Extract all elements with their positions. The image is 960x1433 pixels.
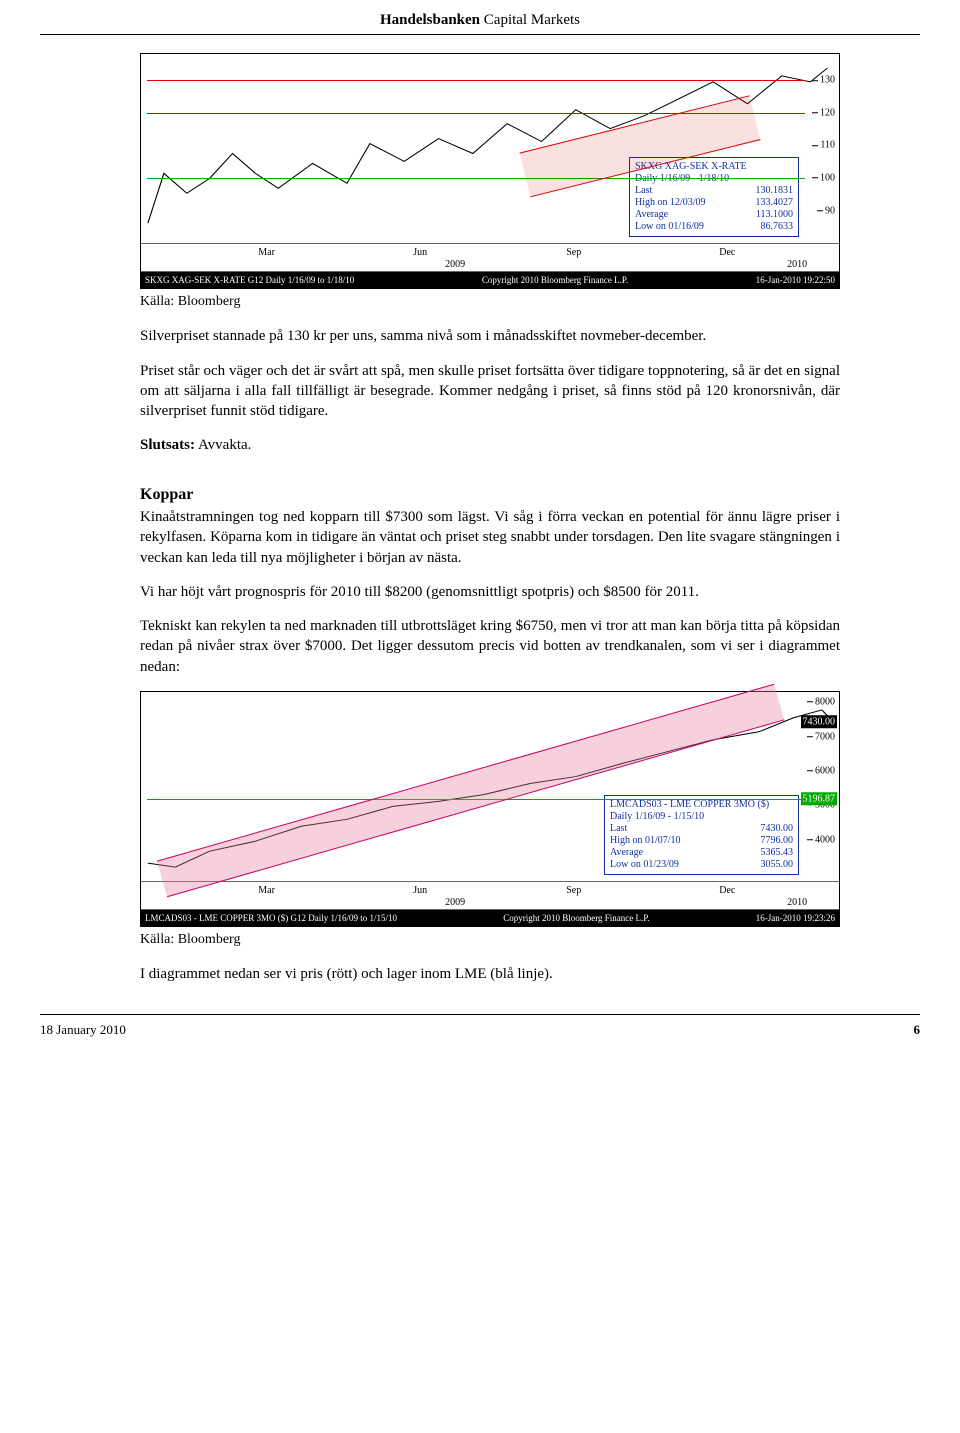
- y-tick: 6000: [807, 764, 835, 778]
- legend-row: Last130.1831: [635, 185, 793, 197]
- x-label: Sep: [566, 246, 581, 260]
- legend-row: Average5365.43: [610, 847, 793, 859]
- y-tick: 110: [812, 139, 835, 153]
- support-marker: 5196.87: [801, 792, 838, 806]
- y-tick: 120: [812, 106, 835, 120]
- copper-chart: LMCADS03 - LME COPPER 3MO ($) Daily 1/16…: [140, 691, 840, 927]
- footer-mid: Copyright 2010 Bloomberg Finance L.P.: [503, 912, 649, 924]
- legend-row: High on 01/07/107796.00: [610, 835, 793, 847]
- legend-row: Average113.1000: [635, 209, 793, 221]
- x-label: Jun: [413, 884, 427, 898]
- footer-page: 6: [914, 1021, 921, 1039]
- footer-right: 16-Jan-2010 19:23:26: [756, 912, 835, 924]
- slutsats: Slutsats: Avvakta.: [140, 435, 840, 455]
- x-year: 2009: [445, 896, 465, 910]
- slutsats-value: Avvakta.: [195, 437, 251, 453]
- brand-bold: Handelsbanken: [380, 12, 480, 28]
- y-tick: 100: [812, 171, 835, 185]
- x-label: Mar: [258, 884, 275, 898]
- page-footer: 18 January 2010 6: [40, 1015, 920, 1059]
- para-koppar-1: Kinaåtstramningen tog ned kopparn till $…: [140, 507, 840, 568]
- legend-title2: Daily 1/16/09 - 1/18/10: [635, 173, 793, 185]
- y-tick: 8000: [807, 695, 835, 709]
- para-koppar-3: Tekniskt kan rekylen ta ned marknaden ti…: [140, 616, 840, 677]
- legend-row: Last7430.00: [610, 823, 793, 835]
- x-label: Mar: [258, 246, 275, 260]
- x-year: 2010: [787, 896, 807, 910]
- y-tick: 7000: [807, 730, 835, 744]
- support-line: [147, 178, 805, 179]
- x-label: Dec: [719, 884, 735, 898]
- copper-legend: LMCADS03 - LME COPPER 3MO ($) Daily 1/16…: [604, 795, 799, 875]
- legend-row: High on 12/03/09133.4027: [635, 197, 793, 209]
- copper-x-axis: Mar Jun Sep Dec 2009 2010: [141, 882, 839, 910]
- silver-chart-footer: SKXG XAG-SEK X-RATE G12 Daily 1/16/09 to…: [141, 272, 839, 288]
- legend-row: Low on 01/16/0986.7633: [635, 221, 793, 233]
- y-tick: 130: [812, 74, 835, 88]
- resistance-line: [147, 80, 805, 81]
- last-price-marker: 7430.00: [801, 715, 838, 729]
- footer-left: SKXG XAG-SEK X-RATE G12 Daily 1/16/09 to…: [145, 274, 354, 286]
- y-tick: 90: [817, 204, 835, 218]
- x-label: Dec: [719, 246, 735, 260]
- footer-date: 18 January 2010: [40, 1021, 126, 1039]
- para-silver-1: Silverpriset stannade på 130 kr per uns,…: [140, 326, 840, 346]
- copper-chart-footer: LMCADS03 - LME COPPER 3MO ($) G12 Daily …: [141, 910, 839, 926]
- footer-mid: Copyright 2010 Bloomberg Finance L.P.: [482, 274, 628, 286]
- y-tick: 4000: [807, 833, 835, 847]
- silver-legend: SKXG XAG-SEK X-RATE Daily 1/16/09 - 1/18…: [629, 157, 799, 237]
- legend-title2: Daily 1/16/09 - 1/15/10: [610, 811, 793, 823]
- page-header: Handelsbanken Capital Markets: [40, 0, 920, 34]
- x-label: Jun: [413, 246, 427, 260]
- footer-left: LMCADS03 - LME COPPER 3MO ($) G12 Daily …: [145, 912, 397, 924]
- silver-chart: SKXG XAG-SEK X-RATE Daily 1/16/09 - 1/18…: [140, 53, 840, 289]
- footer-right: 16-Jan-2010 19:22:50: [756, 274, 835, 286]
- silver-caption: Källa: Bloomberg: [140, 293, 840, 312]
- section-koppar: Koppar: [140, 484, 840, 506]
- content-column: SKXG XAG-SEK X-RATE Daily 1/16/09 - 1/18…: [40, 53, 920, 984]
- legend-title1: LMCADS03 - LME COPPER 3MO ($): [610, 799, 793, 811]
- x-label: Sep: [566, 884, 581, 898]
- x-year: 2009: [445, 258, 465, 272]
- x-year: 2010: [787, 258, 807, 272]
- legend-row: Low on 01/23/093055.00: [610, 859, 793, 871]
- para-koppar-4: I diagrammet nedan ser vi pris (rött) oc…: [140, 964, 840, 984]
- copper-caption: Källa: Bloomberg: [140, 931, 840, 950]
- para-koppar-2: Vi har höjt vårt prognospris för 2010 ti…: [140, 582, 840, 602]
- brand-rest: Capital Markets: [480, 12, 580, 28]
- para-silver-2: Priset står och väger och det är svårt a…: [140, 361, 840, 422]
- slutsats-label: Slutsats:: [140, 437, 195, 453]
- header-rule: [40, 34, 920, 35]
- silver-x-axis: Mar Jun Sep Dec 2009 2010: [141, 244, 839, 272]
